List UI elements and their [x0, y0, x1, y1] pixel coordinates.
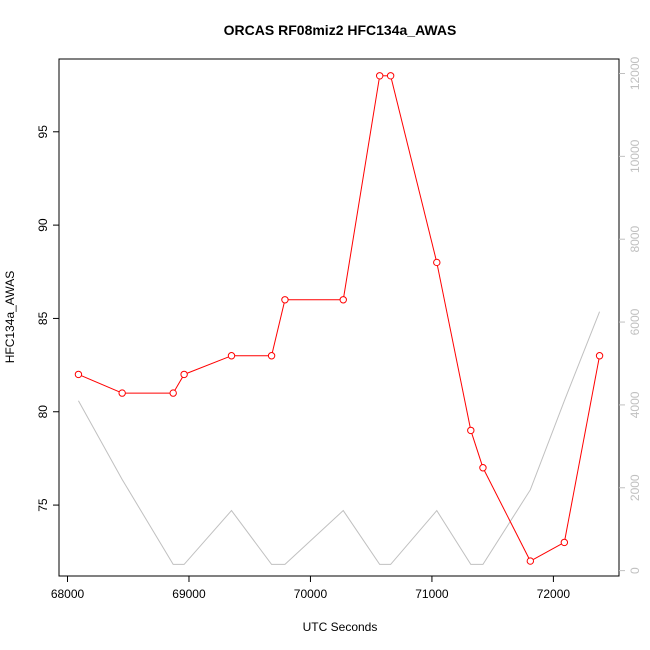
- data-point: [526, 557, 535, 565]
- data-point: [595, 352, 604, 360]
- data-point: [433, 258, 441, 267]
- data-point: [118, 389, 126, 397]
- x-tick-label: 70000: [294, 587, 328, 601]
- y2-axis: 0 2000 4000 6000 8000 10000 12000: [619, 56, 642, 574]
- x-tick-label: 71000: [415, 587, 449, 601]
- series-line-segment: [471, 433, 483, 465]
- data-point: [281, 296, 289, 304]
- y-axis-label: HFC134a_AWAS: [3, 271, 17, 363]
- series-line-segment: [343, 78, 380, 297]
- x-tick-label: 72000: [537, 587, 571, 601]
- y2-tick-label: 10000: [628, 139, 642, 173]
- series-line-segment: [532, 543, 562, 560]
- x-axis: 68000 69000 70000 71000 72000: [51, 576, 571, 601]
- y-axis: 75 80 85 90 95: [36, 125, 59, 512]
- data-point: [74, 370, 83, 379]
- x-axis-label: UTC Seconds: [303, 620, 378, 634]
- y-tick-label: 90: [36, 218, 50, 232]
- data-point: [560, 538, 569, 547]
- y-tick-label: 75: [36, 498, 50, 512]
- data-point: [180, 370, 188, 379]
- chart-title: ORCAS RF08miz2 HFC134a_AWAS: [224, 22, 457, 38]
- data-point: [467, 426, 475, 435]
- y2-tick-label: 2000: [628, 474, 642, 501]
- data-point: [479, 464, 487, 472]
- series-line-segment: [81, 375, 120, 393]
- y-tick-label: 85: [36, 311, 50, 325]
- series-line-segment: [186, 356, 229, 374]
- y2-tick-label: 12000: [628, 56, 642, 90]
- series-line-segment: [271, 302, 285, 353]
- data-point: [375, 72, 384, 80]
- y2-tick-label: 4000: [628, 391, 642, 418]
- y2-tick-label: 6000: [628, 308, 642, 335]
- y2-tick-label: 0: [628, 567, 642, 574]
- series-line-segment: [390, 78, 437, 260]
- series-line-segment: [483, 470, 530, 559]
- x-tick-label: 69000: [172, 587, 206, 601]
- plot-frame: [58, 58, 620, 577]
- y-tick-label: 80: [36, 405, 50, 419]
- y-tick-label: 95: [36, 125, 50, 139]
- data-point: [169, 389, 177, 397]
- series-layer: [74, 72, 604, 565]
- y2-tick-label: 8000: [628, 226, 642, 253]
- x-tick-label: 68000: [51, 587, 85, 601]
- data-point: [386, 72, 395, 80]
- series-line-segment: [564, 358, 600, 540]
- series-line-segment: [174, 376, 183, 391]
- data-point: [227, 352, 236, 360]
- series-line-segment: [436, 265, 471, 428]
- data-point: [267, 352, 276, 360]
- data-point: [339, 296, 347, 304]
- series-line-altitude: [77, 311, 601, 565]
